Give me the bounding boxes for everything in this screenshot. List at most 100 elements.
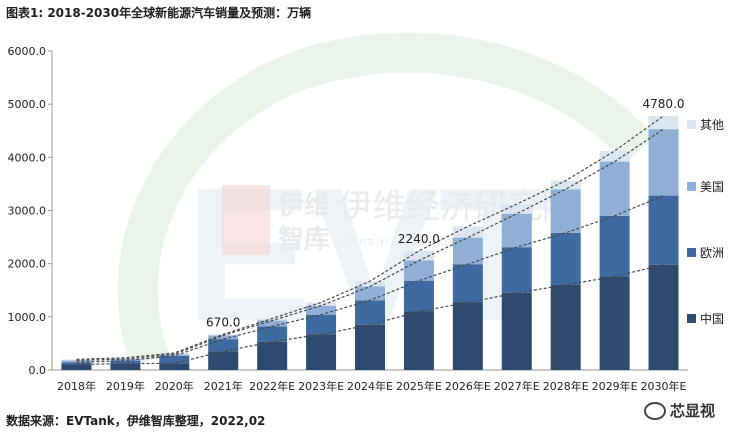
y-tick-label: 0.0 — [29, 364, 47, 377]
chart-title: 图表1: 2018-2030年全球新能源汽车销量及预测：万辆 — [6, 6, 312, 20]
bar-segment-其他 — [452, 226, 483, 238]
bar-segment-美国 — [355, 286, 385, 301]
bar-segment-中国 — [208, 351, 239, 370]
bar-segment-美国 — [599, 161, 630, 216]
x-tick-label: 2024年E — [347, 379, 393, 393]
x-tick-label: 2025年E — [396, 379, 442, 393]
bar-segment-其他 — [648, 115, 679, 130]
data-label: 2240.0 — [398, 232, 440, 246]
bar-segment-美国 — [403, 260, 434, 281]
bar-segment-美国 — [61, 360, 92, 363]
bar-segment-中国 — [61, 364, 92, 370]
bar-segment-美国 — [257, 320, 288, 327]
bar-segment-美国 — [208, 335, 239, 340]
watermark-swoosh — [117, 32, 655, 367]
x-tick-label: 2020年 — [155, 379, 194, 393]
legend-swatch-其他 — [687, 120, 696, 129]
legend-swatch-中国 — [687, 314, 696, 323]
bar-segment-欧洲 — [208, 339, 239, 352]
bar-segment-其他 — [550, 180, 581, 190]
bar-segment-中国 — [501, 292, 532, 370]
bar-segment-其他 — [110, 357, 141, 360]
bar-segment-美国 — [159, 354, 190, 356]
trend-line-中国 — [76, 264, 664, 366]
bar-segment-其他 — [501, 204, 532, 214]
legend-swatch-欧洲 — [687, 248, 696, 257]
bar-segment-其他 — [355, 281, 385, 287]
bar-segment-中国 — [159, 363, 190, 370]
watermark-en: China YiWei Institute — [340, 235, 464, 249]
bar-segment-美国 — [550, 189, 581, 233]
wechat-icon — [644, 401, 666, 420]
bar-segment-中国 — [599, 276, 630, 370]
bar-segment-欧洲 — [355, 300, 385, 325]
bar-segment-中国 — [355, 324, 385, 370]
bar-segment-欧洲 — [110, 360, 141, 364]
data-labels: 670.0 2240.0 4780.0 — [206, 97, 684, 330]
bar-segment-中国 — [452, 302, 483, 370]
bar-segment-欧洲 — [599, 215, 630, 277]
bar-segment-中国 — [648, 264, 679, 370]
watermark-logo-block — [222, 185, 270, 255]
trend-line-欧洲 — [76, 195, 664, 363]
y-tick-label: 1000.0 — [8, 311, 47, 324]
trend-line-其他 — [76, 115, 664, 360]
wechat-brand: 芯显视 — [644, 400, 715, 421]
x-tick-label: 2029年E — [592, 379, 638, 393]
y-tick-label: 3000.0 — [8, 205, 47, 218]
bar-segment-中国 — [550, 284, 581, 370]
bar-segment-欧洲 — [550, 232, 581, 285]
bar-segment-欧洲 — [306, 314, 337, 335]
data-label: 4780.0 — [643, 97, 685, 111]
x-tick-label: 2028年E — [543, 379, 589, 393]
x-tick-label: 2026年E — [445, 379, 491, 393]
trend-lines — [76, 115, 664, 366]
watermark-cn2: 智库 — [278, 225, 330, 255]
bar-segment-其他 — [599, 150, 630, 162]
legend-swatch-美国 — [687, 182, 696, 191]
x-tick-label: 2019年 — [106, 379, 145, 393]
chart-bars — [61, 115, 679, 370]
bar-segment-中国 — [306, 334, 337, 370]
legend-label-其他: 其他 — [700, 118, 724, 132]
watermark-cn1: 伊维 — [277, 190, 330, 221]
source-note: 数据来源：EVTank，伊维智库整理，2022,02 — [6, 414, 266, 428]
x-tick-label: 2027年E — [494, 379, 540, 393]
wechat-name: 芯显视 — [670, 402, 716, 420]
bar-segment-其他 — [159, 352, 190, 355]
watermark-cn3: 伊维经济研究院 — [338, 187, 576, 227]
x-tick-label: 2023年E — [298, 379, 344, 393]
chart-axes: 0.0 1000.0 2000.0 3000.0 4000.0 5000.0 6000.0 2… — [8, 45, 688, 393]
x-tick-label: 2030年E — [641, 379, 687, 393]
bar-segment-欧洲 — [648, 195, 679, 265]
bar-segment-欧洲 — [159, 355, 190, 364]
y-tick-label: 2000.0 — [8, 258, 47, 271]
x-tick-label: 2018年 — [57, 379, 96, 393]
bar-segment-中国 — [257, 341, 288, 370]
trend-line-美国 — [76, 128, 664, 362]
bar-segment-中国 — [403, 311, 434, 370]
bar-segment-美国 — [501, 213, 532, 248]
bar-segment-其他 — [403, 250, 434, 261]
bar-segment-欧洲 — [257, 326, 288, 342]
bar-segment-中国 — [110, 363, 141, 370]
bar-segment-美国 — [452, 237, 483, 265]
legend-label-欧洲: 欧洲 — [700, 246, 724, 260]
bar-segment-欧洲 — [452, 264, 483, 303]
bar-segment-美国 — [110, 359, 141, 361]
bar-segment-美国 — [306, 305, 337, 315]
legend-label-中国: 中国 — [700, 311, 724, 326]
x-tick-label: 2021年 — [204, 379, 243, 393]
bar-segment-欧洲 — [403, 280, 434, 312]
x-tick-label: 2022年E — [249, 379, 295, 393]
y-tick-label: 5000.0 — [8, 98, 47, 111]
legend-label-美国: 美国 — [700, 180, 724, 194]
bar-segment-欧洲 — [501, 247, 532, 293]
bar-segment-其他 — [306, 302, 337, 306]
data-label: 670.0 — [206, 315, 240, 329]
y-tick-label: 6000.0 — [8, 45, 47, 58]
y-tick-label: 4000.0 — [8, 151, 47, 164]
bar-segment-美国 — [648, 129, 679, 196]
bar-segment-欧洲 — [61, 362, 92, 365]
